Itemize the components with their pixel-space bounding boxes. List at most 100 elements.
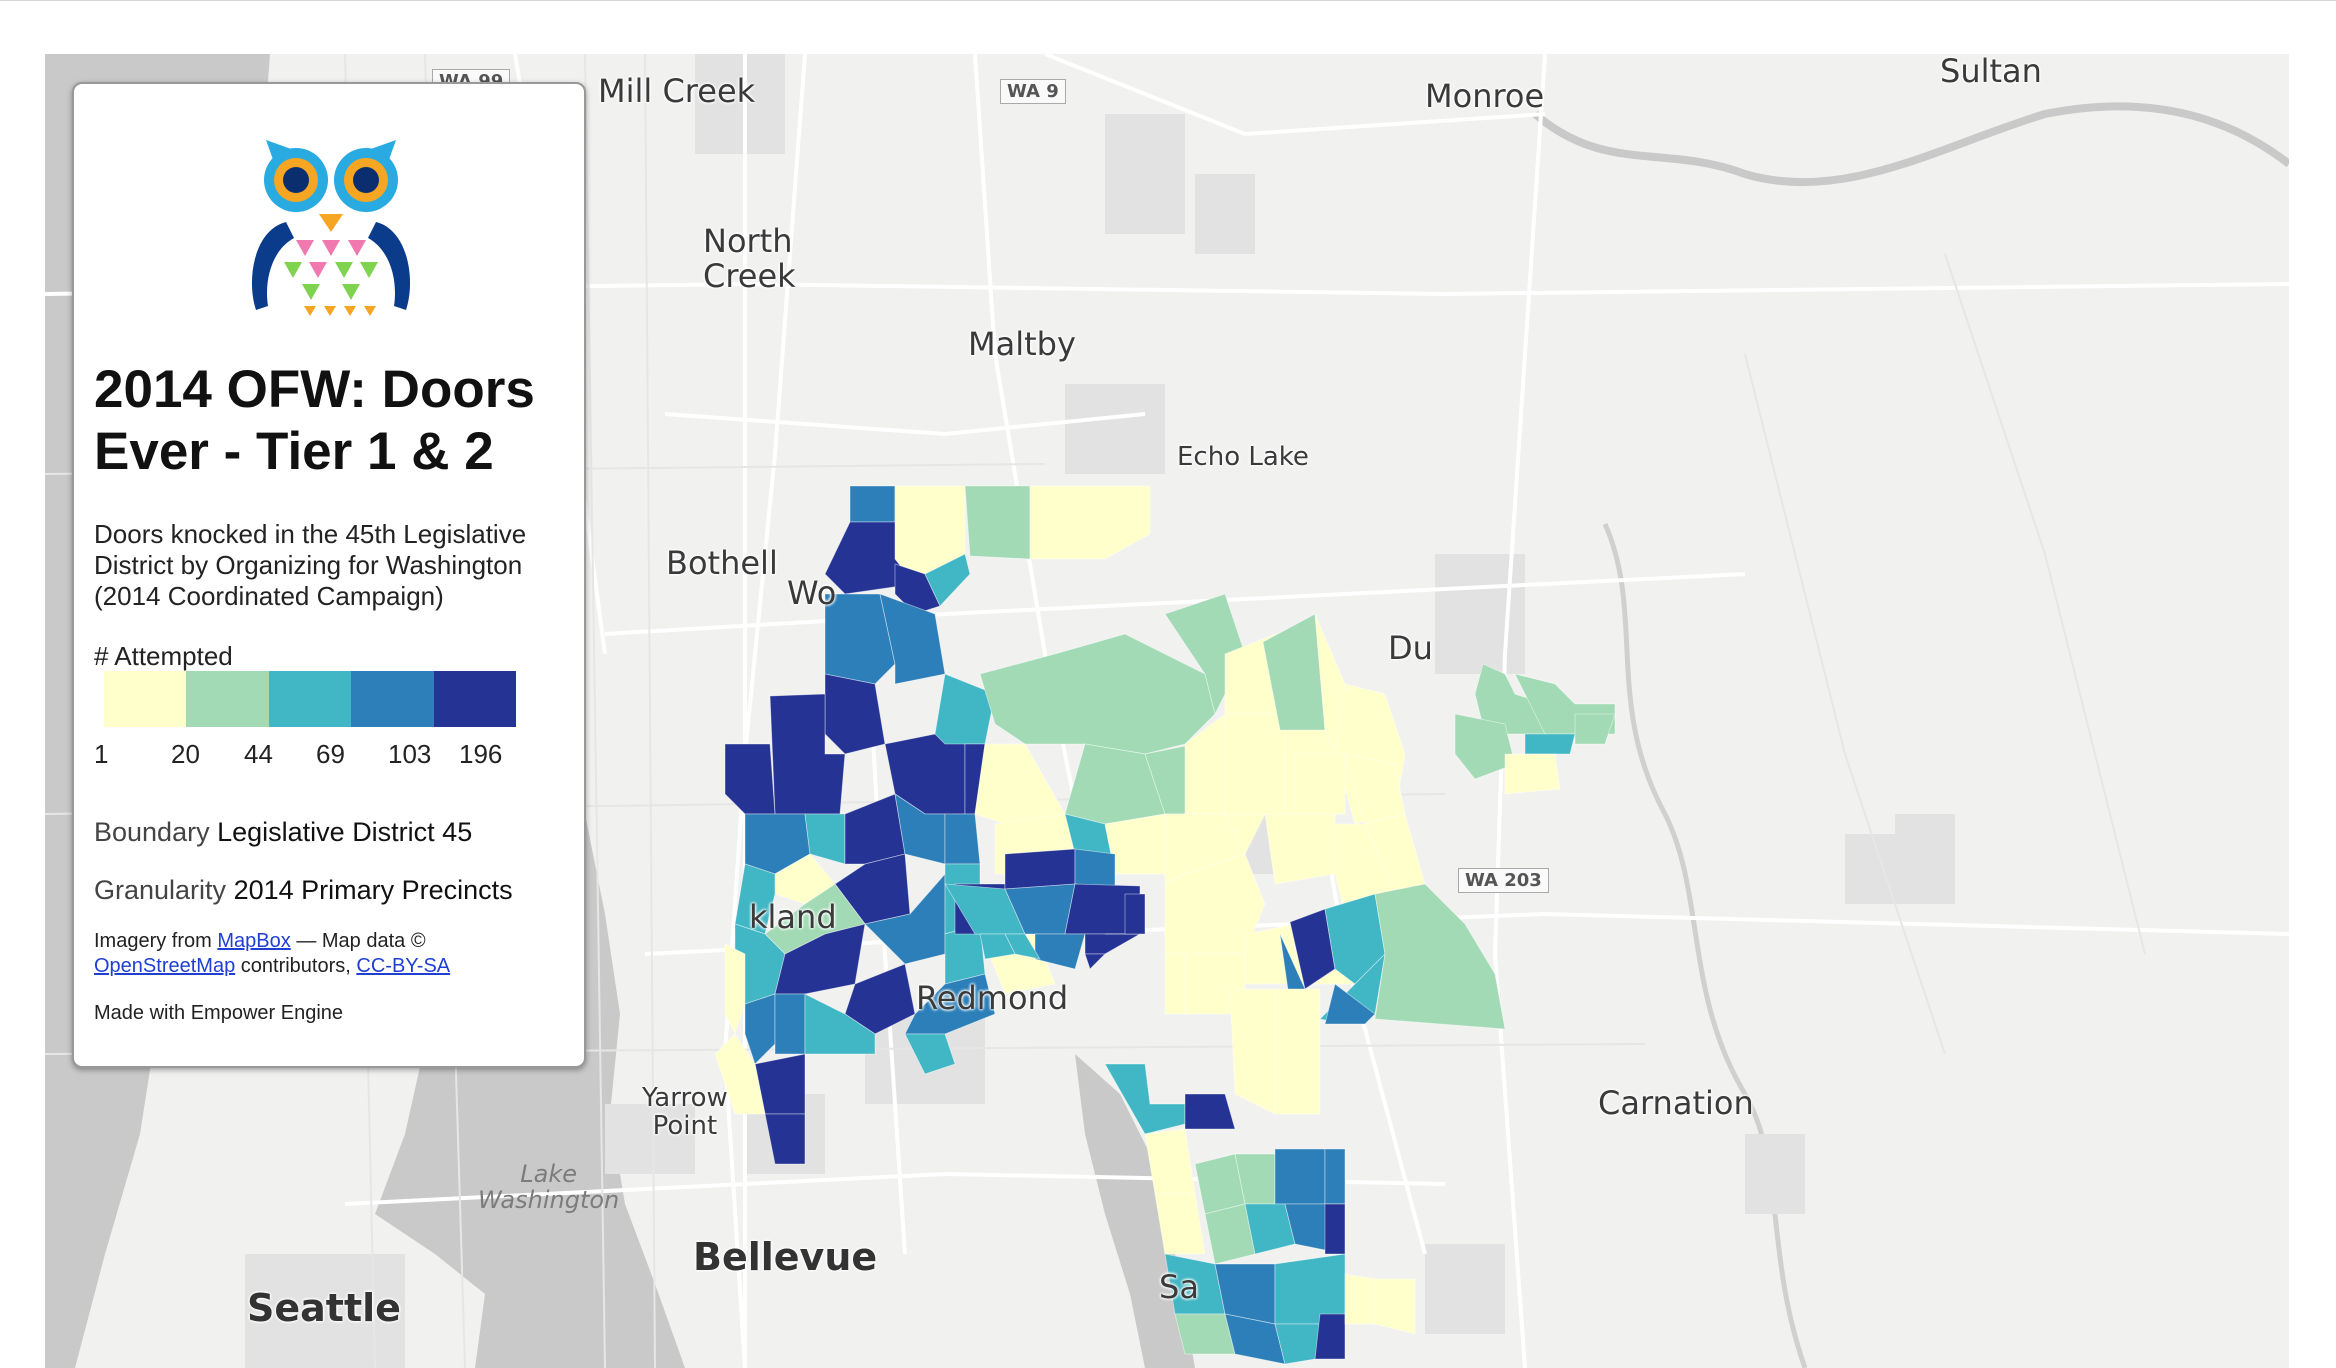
legend-break-label: 69 — [316, 739, 345, 769]
precinct — [1084, 933, 1142, 955]
attribution: Imagery from MapBox — Map data © OpenStr… — [94, 929, 574, 979]
openstreetmap-link[interactable]: OpenStreetMap — [94, 955, 236, 977]
precinct — [1274, 1148, 1326, 1205]
highway-shield: WA 203 — [1458, 868, 1549, 893]
precinct — [764, 1113, 806, 1165]
boundary-label: Boundary — [94, 817, 210, 847]
precinct — [1524, 733, 1576, 755]
boundary-row: Boundary Legislative District 45 — [94, 817, 472, 848]
precinct — [1314, 1313, 1346, 1360]
precinct — [1029, 485, 1151, 560]
map-canvas[interactable]: Mill Creek Monroe Sultan North Creek Mal… — [45, 54, 2289, 1368]
precinct — [1074, 848, 1116, 890]
precinct — [1324, 983, 1376, 1025]
precinct — [1294, 753, 1346, 815]
legend-title: # Attempted — [94, 641, 233, 671]
place-label: Sa — [1159, 1268, 1199, 1306]
precinct — [844, 793, 906, 865]
legend-swatch — [104, 671, 187, 727]
precinct — [944, 813, 981, 865]
granularity-label: Granularity — [94, 875, 227, 905]
info-panel: 2014 OFW: Doors Ever - Tier 1 & 2 Doors … — [72, 82, 586, 1068]
precinct — [734, 863, 776, 935]
legend-break-label: 1 — [94, 739, 109, 769]
precinct — [979, 933, 1016, 960]
legend-swatch — [433, 671, 517, 727]
legend-color-scale — [104, 671, 517, 727]
place-label: kland — [749, 898, 837, 936]
water-lake-sammamish — [1075, 1054, 1195, 1368]
granularity-value: 2014 Primary Precincts — [233, 875, 513, 905]
attribution-text: — Map data © — [296, 930, 426, 952]
place-label: Du — [1388, 629, 1433, 667]
precinct — [1504, 753, 1561, 795]
precinct — [1324, 1148, 1346, 1205]
map-subtitle: Doors knocked in the 45th Legislative Di… — [94, 519, 527, 611]
owl-logo-icon — [246, 110, 416, 316]
map-title: 2014 OFW: Doors Ever - Tier 1 & 2 — [94, 360, 535, 481]
precinct — [1154, 1193, 1206, 1255]
precinct — [1174, 1313, 1236, 1355]
legend-break-label: 20 — [171, 739, 200, 769]
legend-swatch — [268, 671, 352, 727]
legend-break-labels: 1 20 44 69 103 196 — [94, 739, 564, 771]
precinct — [714, 1033, 766, 1115]
precinct — [1374, 1278, 1416, 1335]
place-label: North Creek — [703, 222, 796, 295]
granularity-row: Granularity 2014 Primary Precincts — [94, 875, 513, 906]
place-label: Carnation — [1598, 1084, 1754, 1122]
precinct — [964, 485, 1031, 560]
precinct — [1324, 1203, 1346, 1255]
precinct — [849, 485, 896, 523]
precinct — [1084, 953, 1106, 970]
precinct — [1124, 893, 1146, 935]
place-label: Bothell — [666, 544, 778, 582]
precinct — [974, 743, 1066, 825]
license-link[interactable]: CC-BY-SA — [356, 955, 451, 977]
precinct — [1454, 713, 1516, 780]
precinct — [1184, 1093, 1236, 1130]
place-label: Sultan — [1940, 54, 2042, 90]
precinct — [1229, 988, 1276, 1115]
place-label: Monroe — [1425, 77, 1545, 115]
legend-break-label: 44 — [244, 739, 273, 769]
precinct — [774, 993, 806, 1055]
precinct — [824, 673, 886, 755]
precinct — [924, 553, 971, 607]
precinct — [979, 633, 1216, 755]
mapbox-link[interactable]: MapBox — [217, 930, 291, 952]
water-snoqualmie-river — [1602, 522, 1808, 1368]
boundary-value: Legislative District 45 — [217, 817, 473, 847]
precinct — [724, 943, 746, 1036]
place-label: Maltby — [968, 325, 1076, 363]
precinct — [844, 963, 916, 1035]
precinct — [1004, 848, 1076, 890]
place-label: Wo — [787, 574, 837, 612]
precinct — [1164, 953, 1186, 1015]
place-label: Bellevue — [693, 1235, 878, 1279]
precinct — [1224, 713, 1286, 815]
made-with-credit: Made with Empower Engine — [94, 1002, 344, 1024]
precinct — [1374, 883, 1506, 1030]
place-label: Mill Creek — [598, 72, 756, 110]
precinct — [1574, 713, 1616, 745]
legend-break-label: 103 — [388, 739, 432, 769]
precinct — [824, 593, 896, 685]
highway-shield: WA 9 — [1000, 79, 1066, 104]
precinct — [1274, 988, 1321, 1115]
precinct — [1344, 1273, 1376, 1325]
precinct — [879, 593, 946, 685]
precinct — [894, 563, 941, 615]
legend-break-label: 196 — [459, 739, 503, 769]
place-label: Seattle — [247, 1286, 401, 1330]
precinct — [744, 993, 776, 1065]
precinct — [904, 1033, 956, 1075]
place-label: Redmond — [916, 979, 1069, 1017]
legend-swatch — [351, 671, 434, 727]
attribution-text: Imagery from — [94, 930, 212, 952]
precinct — [804, 993, 876, 1055]
precinct-layer — [714, 485, 1616, 1365]
place-label: Echo Lake — [1177, 442, 1309, 472]
place-label: Yarrow Point — [642, 1083, 728, 1142]
attribution-text: contributors, — [240, 955, 351, 977]
